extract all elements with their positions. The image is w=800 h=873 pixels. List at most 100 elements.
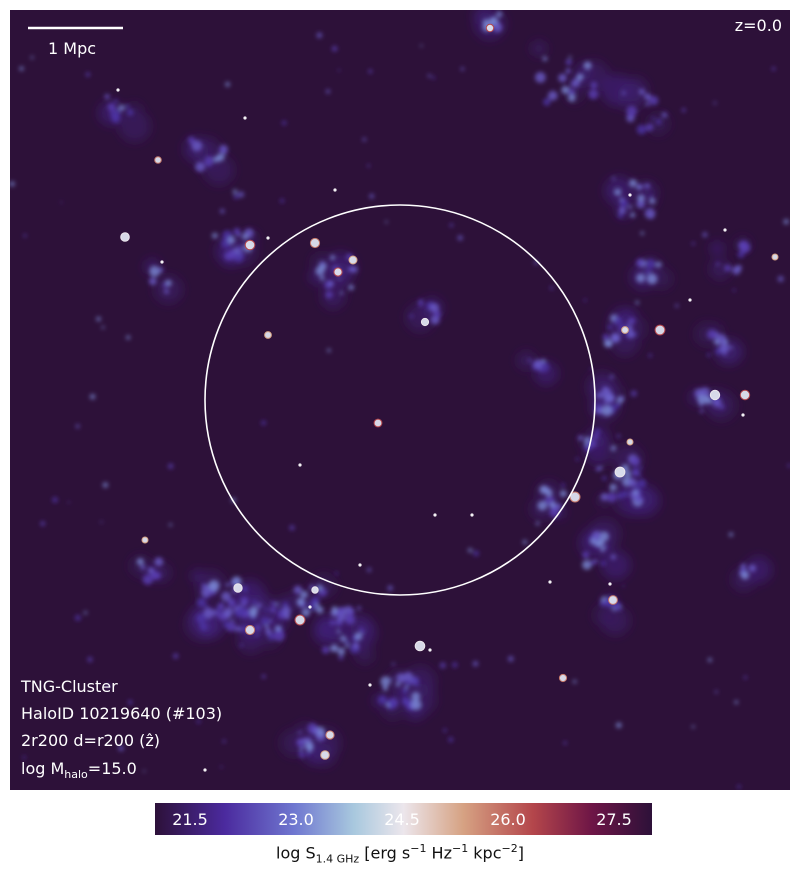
emission-blob [590,81,598,89]
emission-blob [626,438,634,446]
emission-blob [219,208,225,214]
emission-blob [561,85,570,95]
emission-blob [220,765,223,769]
emission-blob [158,267,164,273]
emission-blob [592,433,599,440]
emission-blob [255,633,259,637]
emission-blob [403,671,413,681]
emission-blob [331,45,338,52]
emission-blob [628,179,637,188]
emission-blob [337,277,341,280]
emission-blob [261,420,267,426]
emission-blob [321,646,330,654]
emission-blob [449,223,454,228]
emission-blob [411,676,419,685]
emission-blob [308,737,312,741]
emission-blob [319,275,325,281]
colorbar-tick: 26.0 [490,810,526,829]
colorbar-tick: 21.5 [172,810,208,829]
emission-blob [630,212,636,218]
emission-blob [609,374,614,379]
emission-blob [233,252,244,263]
emission-blob [282,601,289,608]
emission-blob [284,614,291,620]
emission-blob [548,580,552,584]
halo-mass-label: log Mhalo=15.0 [21,759,137,782]
emission-blob [538,368,543,373]
emission-blob [691,725,695,729]
emission-blob [542,56,548,62]
emission-blob [355,645,375,665]
emission-blob [274,625,282,632]
emission-blob [575,457,579,461]
emission-blob [428,648,432,652]
emission-blob [382,685,388,691]
emission-blob [380,676,391,687]
emission-blob [549,286,554,290]
emission-blob [616,434,621,438]
emission-blob [264,607,269,612]
emission-blob [649,197,656,205]
emission-blob [333,267,343,277]
emission-blob [572,679,577,684]
emission-blob [164,289,169,294]
emission-blob [308,605,312,609]
emission-blob [614,466,626,478]
emission-blob [409,314,414,319]
emission-blob [402,688,408,694]
redshift-label: z=0.0 [734,16,782,35]
emission-blob [213,156,221,163]
emission-blob [196,597,207,608]
emission-blob [74,614,81,621]
emission-blob [385,220,388,224]
emission-blob [716,402,720,406]
colorbar-tick: 23.0 [278,810,314,829]
emission-blob [728,532,734,537]
emission-blob [358,563,362,567]
emission-blob [204,156,214,166]
emission-blob [719,404,725,410]
emission-blob [373,418,383,428]
emission-blob [681,108,686,113]
emission-blob [301,608,311,617]
emission-blob [636,124,647,135]
emission-blob [289,525,295,531]
emission-blob [535,521,540,526]
scale-bar-label: 1 Mpc [48,39,97,58]
emission-blob [606,492,617,503]
emission-blob [740,571,750,580]
emission-blob [615,722,622,729]
emission-blob [298,731,302,734]
emission-blob [661,112,668,118]
emission-blob [636,200,645,209]
emission-blob [238,191,245,198]
emission-blob [172,653,179,659]
emission-blob [601,550,631,580]
emission-blob [433,513,437,517]
emission-blob [368,69,373,74]
emission-blob [613,316,623,326]
emission-blob [227,236,236,245]
emission-blob [537,500,548,511]
emission-blob [418,302,423,307]
emission-blob [337,607,344,614]
emission-blob [603,339,612,348]
emission-blob [351,266,358,273]
emission-blob [242,233,249,240]
emission-blob [154,275,183,304]
emission-blob [325,291,333,299]
emission-blob [530,40,547,57]
emission-blob [293,585,302,595]
emission-blob [472,660,479,667]
emission-blob [203,768,207,772]
emission-blob [268,619,273,624]
emission-blob [588,89,599,100]
emission-blob [223,607,234,617]
emission-blob [40,521,46,527]
emission-blob [154,156,162,164]
emission-blob [616,492,624,500]
emission-blob [713,101,717,105]
emission-blob [601,405,613,417]
emission-blob [584,441,588,446]
emission-blob [709,258,731,280]
